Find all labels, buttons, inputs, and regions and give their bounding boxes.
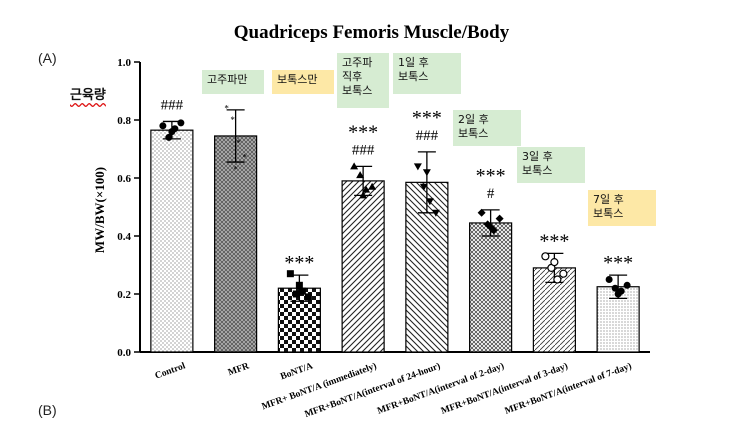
data-point	[356, 171, 365, 179]
data-point	[286, 270, 294, 278]
note-immediately: 고주파 직후 보톡스	[337, 53, 389, 108]
y-tick-label: 0.8	[117, 115, 131, 127]
data-point	[422, 169, 431, 177]
bar	[469, 222, 513, 353]
x-tick-label: Control	[154, 361, 187, 381]
data-point	[159, 122, 167, 130]
data-point	[168, 128, 176, 136]
note-2-day: 2일 후 보톡스	[453, 110, 521, 146]
significance-label: ***	[412, 107, 442, 129]
data-point	[623, 281, 631, 289]
y-tick-label: 0.2	[117, 289, 131, 301]
significance-label: ###	[352, 142, 375, 158]
data-point	[359, 191, 368, 199]
bar	[405, 181, 449, 353]
data-point: *	[236, 138, 241, 148]
data-point	[614, 290, 622, 298]
significance-label: ***	[603, 252, 633, 274]
significance-label: ***	[476, 165, 506, 187]
significance-label: ***	[284, 252, 314, 274]
muscle-mass-label: 근육량	[70, 88, 106, 103]
note-7-day: 7일 후 보톡스	[588, 190, 656, 226]
data-point	[611, 284, 619, 292]
data-point	[419, 183, 428, 191]
chart-title: Quadriceps Femoris Muscle/Body	[233, 22, 510, 43]
bar	[341, 180, 385, 353]
data-point	[486, 223, 495, 232]
significance-label: ***	[348, 121, 378, 143]
data-point	[605, 276, 613, 283]
y-tick-label: 1.0	[117, 57, 131, 69]
data-point	[425, 198, 434, 206]
data-point	[495, 214, 504, 223]
bar	[150, 129, 194, 353]
data-point	[541, 252, 550, 261]
x-tick-label: BoNT/A	[279, 361, 314, 382]
data-point	[553, 275, 562, 284]
data-point	[413, 163, 422, 171]
data-point	[550, 258, 559, 267]
data-point	[368, 182, 377, 190]
data-point: *	[242, 153, 247, 163]
data-point	[431, 209, 440, 217]
note-botox-only: 보톡스만	[272, 70, 334, 94]
x-tick-label: MFR	[227, 361, 251, 378]
data-point	[362, 185, 371, 193]
data-point	[292, 290, 300, 298]
panel-label-b: (B)	[38, 402, 57, 418]
data-point	[177, 119, 185, 127]
significance-label: #	[487, 186, 495, 202]
data-point	[304, 293, 312, 301]
data-point	[559, 269, 568, 278]
data-point	[350, 162, 359, 170]
significance-label: ***	[539, 230, 569, 252]
plot-area: 0.00.20.40.60.81.0###Control*****MFR***B…	[117, 57, 650, 420]
y-tick-label: 0.4	[117, 231, 131, 243]
note-rf-only: 고주파만	[202, 70, 264, 94]
y-axis-label: MW/BW(×100)	[92, 167, 107, 253]
data-point: *	[233, 164, 238, 174]
data-point	[295, 281, 303, 289]
data-point: *	[224, 103, 229, 113]
y-tick-label: 0.0	[117, 347, 131, 359]
significance-label: ###	[161, 97, 184, 113]
bar	[214, 135, 258, 353]
data-point: *	[230, 115, 235, 125]
data-point	[298, 287, 306, 295]
data-point	[477, 208, 486, 217]
panel-label-a: (A)	[38, 50, 57, 66]
note-24-hour: 1일 후 보톡스	[393, 53, 461, 94]
data-point	[165, 133, 173, 141]
y-tick-label: 0.6	[117, 173, 131, 185]
note-3-day: 3일 후 보톡스	[517, 147, 585, 183]
significance-label: ###	[416, 128, 439, 144]
